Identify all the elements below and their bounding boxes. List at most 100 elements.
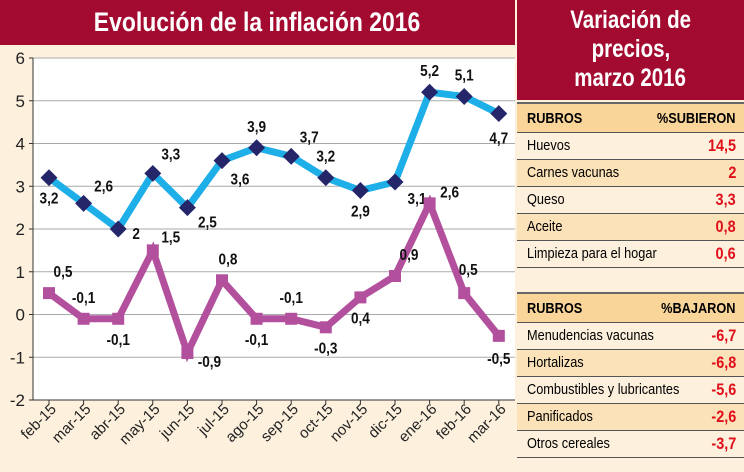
rubro-name: Aceite (527, 218, 563, 235)
rubro-value: 14,5 (707, 136, 736, 155)
data-label: 3,7 (300, 129, 319, 146)
data-label: 0,5 (459, 262, 478, 279)
rubro-name: Menudencias vacunas (527, 327, 654, 344)
data-label: 0,8 (219, 251, 238, 268)
data-label: 3,3 (161, 146, 180, 163)
data-point-diamond (178, 199, 196, 217)
data-point-diamond (213, 152, 231, 170)
table-bajaron: RUBROS %BAJARON Menudencias vacunas -6,7 Hor… (517, 292, 744, 458)
data-label: 4,7 (489, 131, 508, 148)
rubro-name: Combustibles y lubricantes (527, 381, 680, 398)
y-tick-label: 6 (16, 49, 25, 68)
data-point-square (112, 312, 125, 325)
table-header: RUBROS %BAJARON (517, 292, 744, 323)
data-point-square (423, 197, 436, 210)
data-point-square (43, 287, 55, 300)
table-subieron: RUBROS %SUBIERON Huevos 14,5 Carnes vacunas 2… (517, 102, 744, 268)
data-label: 0,5 (54, 264, 73, 281)
data-point-square (77, 312, 90, 325)
series-line-1 (46, 88, 501, 235)
rubro-value: 0,6 (715, 244, 736, 263)
rubro-value: -5,6 (711, 380, 736, 399)
data-label: -0,1 (245, 332, 268, 349)
data-point-diamond (248, 139, 266, 157)
table-title: Variación de precios, marzo 2016 (517, 0, 744, 100)
x-tick-label: nov-15 (327, 401, 371, 445)
data-label: 1,5 (161, 229, 180, 246)
table-row: Otros cereales -3,7 (517, 431, 744, 458)
y-tick-label: 4 (16, 135, 25, 154)
data-point-square (492, 329, 505, 342)
table-title-line: precios, (591, 35, 670, 63)
rubro-name: Huevos (527, 137, 571, 154)
data-point-square (181, 346, 194, 359)
rubro-value: 3,3 (715, 190, 736, 209)
data-label: 3,2 (316, 149, 335, 166)
y-tick-label: 2 (16, 220, 25, 239)
y-tick-label: 5 (16, 92, 25, 111)
rubro-value: -6,7 (711, 326, 736, 345)
inflation-line-chart: -2-10123456feb-15mar-15abr-15may-15jun-1… (10, 49, 515, 448)
x-tick-label: sep-15 (258, 401, 302, 445)
data-point-diamond (75, 194, 93, 212)
data-point-square (354, 291, 367, 304)
x-tick-label: mar-16 (464, 401, 510, 447)
data-label: 2,6 (440, 184, 459, 201)
rubro-value: 2 (727, 163, 736, 182)
header-rubros: RUBROS (527, 110, 583, 127)
data-label: -0,3 (314, 340, 337, 357)
rubro-name: Limpieza para el hogar (527, 245, 657, 262)
data-point-square (250, 312, 263, 325)
data-label: 3,9 (247, 119, 266, 136)
table-row: Panificados -2,6 (517, 404, 744, 431)
data-label: 3,1 (408, 191, 427, 208)
data-point-square (216, 274, 228, 287)
rubro-name: Carnes vacunas (527, 164, 620, 181)
table-row: Limpieza para el hogar 0,6 (517, 241, 744, 268)
rubro-value: -3,7 (711, 434, 736, 453)
x-tick-label: ago-15 (222, 401, 267, 446)
rubro-name: Otros cereales (527, 435, 610, 452)
table-title-line: marzo 2016 (574, 64, 687, 92)
data-point-square (319, 321, 332, 334)
y-tick-label: 3 (16, 177, 25, 196)
chart-title: Evolución de la inflación 2016 (0, 0, 515, 45)
data-label: 0,4 (351, 310, 371, 327)
data-label: 2,5 (198, 215, 217, 232)
y-tick-label: 0 (16, 306, 25, 325)
table-row: Menudencias vacunas -6,7 (517, 323, 744, 350)
data-label: -0,5 (487, 351, 510, 368)
rubro-value: -6,8 (711, 353, 736, 372)
data-label: -0,1 (279, 290, 302, 307)
y-tick-label: -2 (10, 391, 25, 410)
x-tick-label: jun-15 (156, 401, 198, 443)
x-tick-label: ene-16 (395, 401, 440, 446)
header-percent: %SUBIERON (657, 110, 736, 127)
series-line-2 (46, 194, 502, 363)
data-label: 0,9 (400, 247, 419, 264)
data-label: 2 (132, 226, 140, 243)
rubro-value: 0,8 (715, 217, 736, 236)
data-label: 5,2 (420, 63, 439, 80)
data-point-diamond (109, 220, 127, 238)
table-row: Queso 3,3 (517, 187, 744, 214)
table-row: Huevos 14,5 (517, 133, 744, 160)
rubro-name: Hortalizas (527, 354, 584, 371)
data-label: 2,9 (351, 204, 370, 221)
table-header: RUBROS %SUBIERON (517, 102, 744, 133)
rubro-name: Panificados (527, 408, 593, 425)
data-label: 2,6 (94, 178, 113, 195)
data-label: 3,6 (231, 172, 250, 189)
table-title-line: Variación de (570, 6, 691, 34)
rubro-value: -2,6 (711, 407, 736, 426)
table-row: Combustibles y lubricantes -5,6 (517, 377, 744, 404)
chart-title-text: Evolución de la inflación 2016 (94, 7, 421, 37)
header-percent: %BAJARON (661, 300, 736, 317)
y-tick-label: 1 (16, 263, 25, 282)
data-point-diamond (351, 182, 369, 200)
data-point-square (389, 270, 401, 283)
data-point-square (285, 312, 298, 325)
data-point-diamond (455, 87, 473, 105)
data-point-square (146, 244, 159, 257)
header-rubros: RUBROS (527, 300, 583, 317)
